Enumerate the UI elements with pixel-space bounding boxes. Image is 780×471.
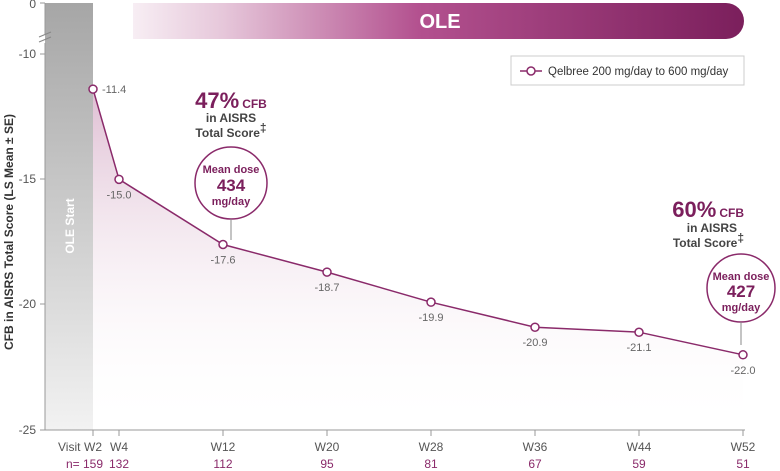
ole-banner xyxy=(93,3,744,39)
annotation-line2: Total Score‡ xyxy=(673,231,744,250)
data-points: -11.4 -15.0 -17.6 -18.7 -19.9 -20.9 -21.1 -22.0 xyxy=(88,84,756,377)
annotation-percent-value: 60% xyxy=(672,197,716,222)
axis-break-mark-2 xyxy=(38,36,52,43)
n-value: 132 xyxy=(109,457,129,471)
legend-label: Qelbree 200 mg/day to 600 mg/day xyxy=(548,66,729,78)
visit-row-label: Visit xyxy=(58,440,81,454)
x-tick-label: W52 xyxy=(731,440,756,454)
n-value: 81 xyxy=(424,457,438,471)
axis-break-mark-1 xyxy=(38,31,52,38)
x-tick-label: W4 xyxy=(110,440,128,454)
annotation-w52: 60% CFB in AISRS Total Score‡ Mean dose 4… xyxy=(672,197,776,345)
dose-label: Mean dose xyxy=(713,271,770,283)
dose-unit: mg/day xyxy=(722,302,761,314)
legend: Qelbree 200 mg/day to 600 mg/day xyxy=(510,55,745,86)
data-point xyxy=(530,322,540,332)
data-point xyxy=(88,84,98,94)
y-tick-label: -20 xyxy=(19,297,37,311)
annotation-percent-value: 47% xyxy=(195,88,239,113)
y-tick-label: -15 xyxy=(19,172,37,186)
annotation-percent: 60% CFB xyxy=(672,197,744,222)
series-line xyxy=(92,88,744,356)
dose-value: 434 xyxy=(217,176,246,195)
annotation-footnote: ‡ xyxy=(260,121,267,135)
data-label: -22.0 xyxy=(730,365,755,377)
legend-marker xyxy=(526,66,536,76)
data-label: -15.0 xyxy=(106,189,131,201)
annotation-percent-suffix: CFB xyxy=(242,97,267,111)
legend-box xyxy=(510,55,745,86)
ole-title: OLE xyxy=(419,11,460,33)
n-value: 159 xyxy=(83,457,103,471)
ole-banner-left xyxy=(93,3,133,39)
ole-start-label: OLE Start xyxy=(63,198,77,253)
data-point xyxy=(738,350,748,360)
data-label: -20.9 xyxy=(522,337,547,349)
data-point xyxy=(634,327,644,337)
annotation-line2: Total Score‡ xyxy=(195,121,266,140)
area-fill xyxy=(93,89,743,430)
n-value: 95 xyxy=(320,457,334,471)
y-axis-title: CFB in AISRS Total Score (LS Mean ± SE) xyxy=(2,114,16,350)
data-point xyxy=(218,239,228,250)
x-tick-label: W12 xyxy=(211,440,236,454)
data-point xyxy=(114,174,124,185)
n-row-label: n= xyxy=(66,457,80,471)
y-tick-label: 0 xyxy=(29,0,36,11)
x-tick-label: W28 xyxy=(419,440,444,454)
data-label: -18.7 xyxy=(314,282,339,294)
dose-label: Mean dose xyxy=(203,164,260,176)
annotation-footnote: ‡ xyxy=(737,231,744,245)
x-ticks: W2 159 W4 132 W12 112 W20 95 W28 81 W36 67 W44 59 W52 5… xyxy=(83,430,756,471)
data-label: -17.6 xyxy=(210,255,235,267)
x-tick-label: W20 xyxy=(315,440,340,454)
annotation-line2-text: Total Score xyxy=(673,236,738,250)
y-tick-label: -25 xyxy=(19,423,37,437)
y-ticks: 0 -10 -15 -20 -25 xyxy=(19,0,45,437)
annotation-line1: in AISRS xyxy=(206,111,256,125)
n-value: 67 xyxy=(528,457,542,471)
x-tick-label: W2 xyxy=(84,440,102,454)
dose-unit: mg/day xyxy=(212,196,251,208)
data-point xyxy=(426,297,436,307)
n-value: 112 xyxy=(213,457,232,471)
y-tick-label: -10 xyxy=(19,47,37,61)
annotation-line2-text: Total Score xyxy=(195,126,260,140)
x-tick-label: W36 xyxy=(523,440,548,454)
annotation-percent: 47% CFB xyxy=(195,88,267,113)
dose-value: 427 xyxy=(727,282,755,301)
data-label: -21.1 xyxy=(626,342,651,354)
annotation-line1: in AISRS xyxy=(687,221,737,235)
n-value: 51 xyxy=(736,457,750,471)
annotation-percent-suffix: CFB xyxy=(719,206,744,220)
data-label: -19.9 xyxy=(418,312,443,324)
ole-start-bar xyxy=(45,3,93,430)
data-point xyxy=(322,267,332,277)
n-value: 59 xyxy=(632,457,646,471)
data-label: -11.4 xyxy=(102,84,126,96)
x-tick-label: W44 xyxy=(627,440,652,454)
annotation-w12: 47% CFB in AISRS Total Score‡ Mean dose 4… xyxy=(194,88,268,240)
